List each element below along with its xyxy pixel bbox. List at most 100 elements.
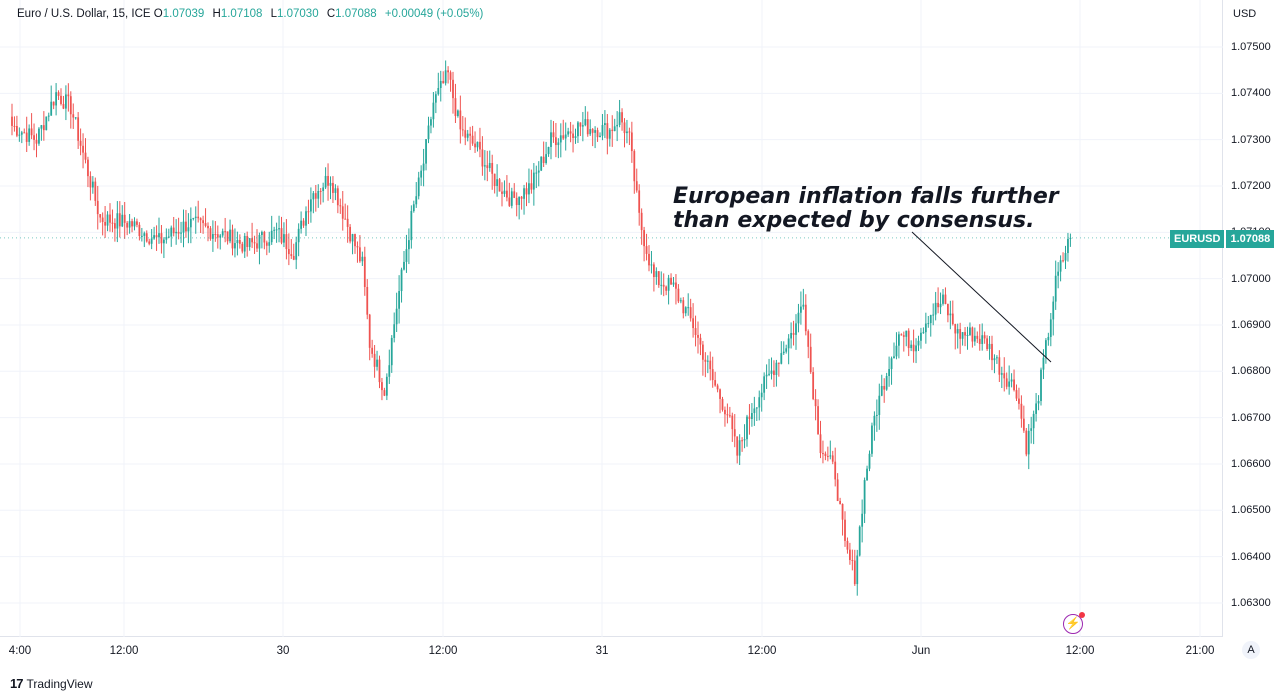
candle-body <box>844 519 846 541</box>
candle-body <box>569 131 572 134</box>
candle-body <box>537 170 540 173</box>
candle-body <box>155 235 158 238</box>
candle-body <box>581 125 584 127</box>
candle-body <box>1062 260 1064 262</box>
candle-body <box>430 119 432 126</box>
candle-body <box>138 224 141 236</box>
candle-body <box>704 359 707 362</box>
candle-body <box>160 233 163 244</box>
candle-body <box>194 216 197 218</box>
candle-body <box>506 190 508 198</box>
candle-body <box>711 369 714 381</box>
candle-body <box>964 332 966 336</box>
candle-body <box>25 132 28 142</box>
candle-body <box>871 425 873 454</box>
legend-change: +0.00049 (+0.05%) <box>384 8 484 20</box>
candle-body <box>679 300 682 302</box>
candlestick-chart[interactable] <box>0 0 1223 637</box>
candle-body <box>755 407 758 409</box>
candle-body <box>356 246 359 248</box>
time-tick-label: 12:00 <box>747 645 777 657</box>
candle-body <box>986 338 988 350</box>
candle-body <box>824 453 827 456</box>
candle-body <box>486 165 489 169</box>
annotation-line-2: than expected by consensus. <box>673 208 1035 233</box>
candle-body <box>763 376 766 393</box>
currency-label[interactable]: USD <box>1233 8 1257 20</box>
candle-body <box>628 131 631 133</box>
auto-scale-button[interactable]: A <box>1242 641 1260 659</box>
candle-body <box>1057 271 1060 276</box>
candle-body <box>405 249 408 262</box>
candle-body <box>33 135 35 140</box>
candle-body <box>800 306 802 313</box>
candle-body <box>38 128 40 144</box>
candle-body <box>77 117 80 141</box>
candle-body <box>726 414 729 416</box>
candle-body <box>900 334 903 336</box>
candle-body <box>910 344 913 349</box>
candle-body <box>942 294 944 304</box>
candle-body <box>966 334 969 336</box>
candle-body <box>16 126 18 136</box>
candle-body <box>57 92 60 96</box>
legend-symbol[interactable]: Euro / U.S. Dollar, 15, ICE <box>17 8 151 20</box>
candle-body <box>520 196 523 199</box>
candle-body <box>165 237 168 240</box>
candle-body <box>665 286 668 291</box>
candle-body <box>280 228 283 243</box>
price-tick-label: 1.06500 <box>1231 504 1271 517</box>
candle-body <box>530 183 533 190</box>
candle-body <box>361 256 364 262</box>
candle-body <box>344 218 347 220</box>
candle-body <box>606 123 609 139</box>
candle-body <box>1008 381 1011 387</box>
candle-body <box>226 231 229 242</box>
candle-body <box>939 303 942 308</box>
candle-body <box>949 313 952 316</box>
candle-body <box>148 241 151 244</box>
candle-body <box>532 172 535 190</box>
candle-body <box>697 334 699 338</box>
candle-body <box>743 439 746 441</box>
candle-body <box>133 221 136 227</box>
candle-body <box>817 406 819 435</box>
candle-body <box>180 232 182 234</box>
candle-body <box>858 526 861 556</box>
candle-body <box>922 332 925 334</box>
candle-body <box>253 242 256 244</box>
candle-body <box>655 271 658 278</box>
candle-body <box>42 125 45 131</box>
chart-annotation[interactable]: European inflation falls further than ex… <box>673 185 1059 233</box>
candle-body <box>572 133 574 138</box>
candle-body <box>721 398 724 410</box>
candle-body <box>150 238 153 244</box>
candle-body <box>1032 413 1035 429</box>
candle-body <box>1005 378 1008 387</box>
candle-body <box>861 513 864 527</box>
candle-body <box>1049 319 1052 337</box>
tradingview-branding[interactable]: 17 TradingView <box>10 676 93 691</box>
candle-body <box>322 187 325 191</box>
candle-body <box>883 386 886 390</box>
candle-body <box>591 129 594 133</box>
candle-body <box>692 318 694 329</box>
candle-body <box>47 115 50 117</box>
candle-body <box>508 197 511 206</box>
chart-plot-area[interactable] <box>0 0 1223 637</box>
candle-body <box>760 392 763 398</box>
last-price-badge: EURUSD 1.07088 <box>1170 230 1275 248</box>
candle-body <box>425 139 427 164</box>
candle-body <box>243 235 246 252</box>
lightning-alert-icon[interactable]: ⚡ <box>1063 612 1085 634</box>
candle-body <box>408 240 410 250</box>
candle-body <box>653 264 655 278</box>
candle-body <box>782 351 785 354</box>
candle-body <box>373 353 376 367</box>
candle-body <box>422 163 425 171</box>
candle-body <box>751 413 753 419</box>
candle-body <box>616 124 619 127</box>
notification-dot <box>1079 612 1085 618</box>
candle-body <box>256 243 258 249</box>
candle-body <box>123 214 126 223</box>
